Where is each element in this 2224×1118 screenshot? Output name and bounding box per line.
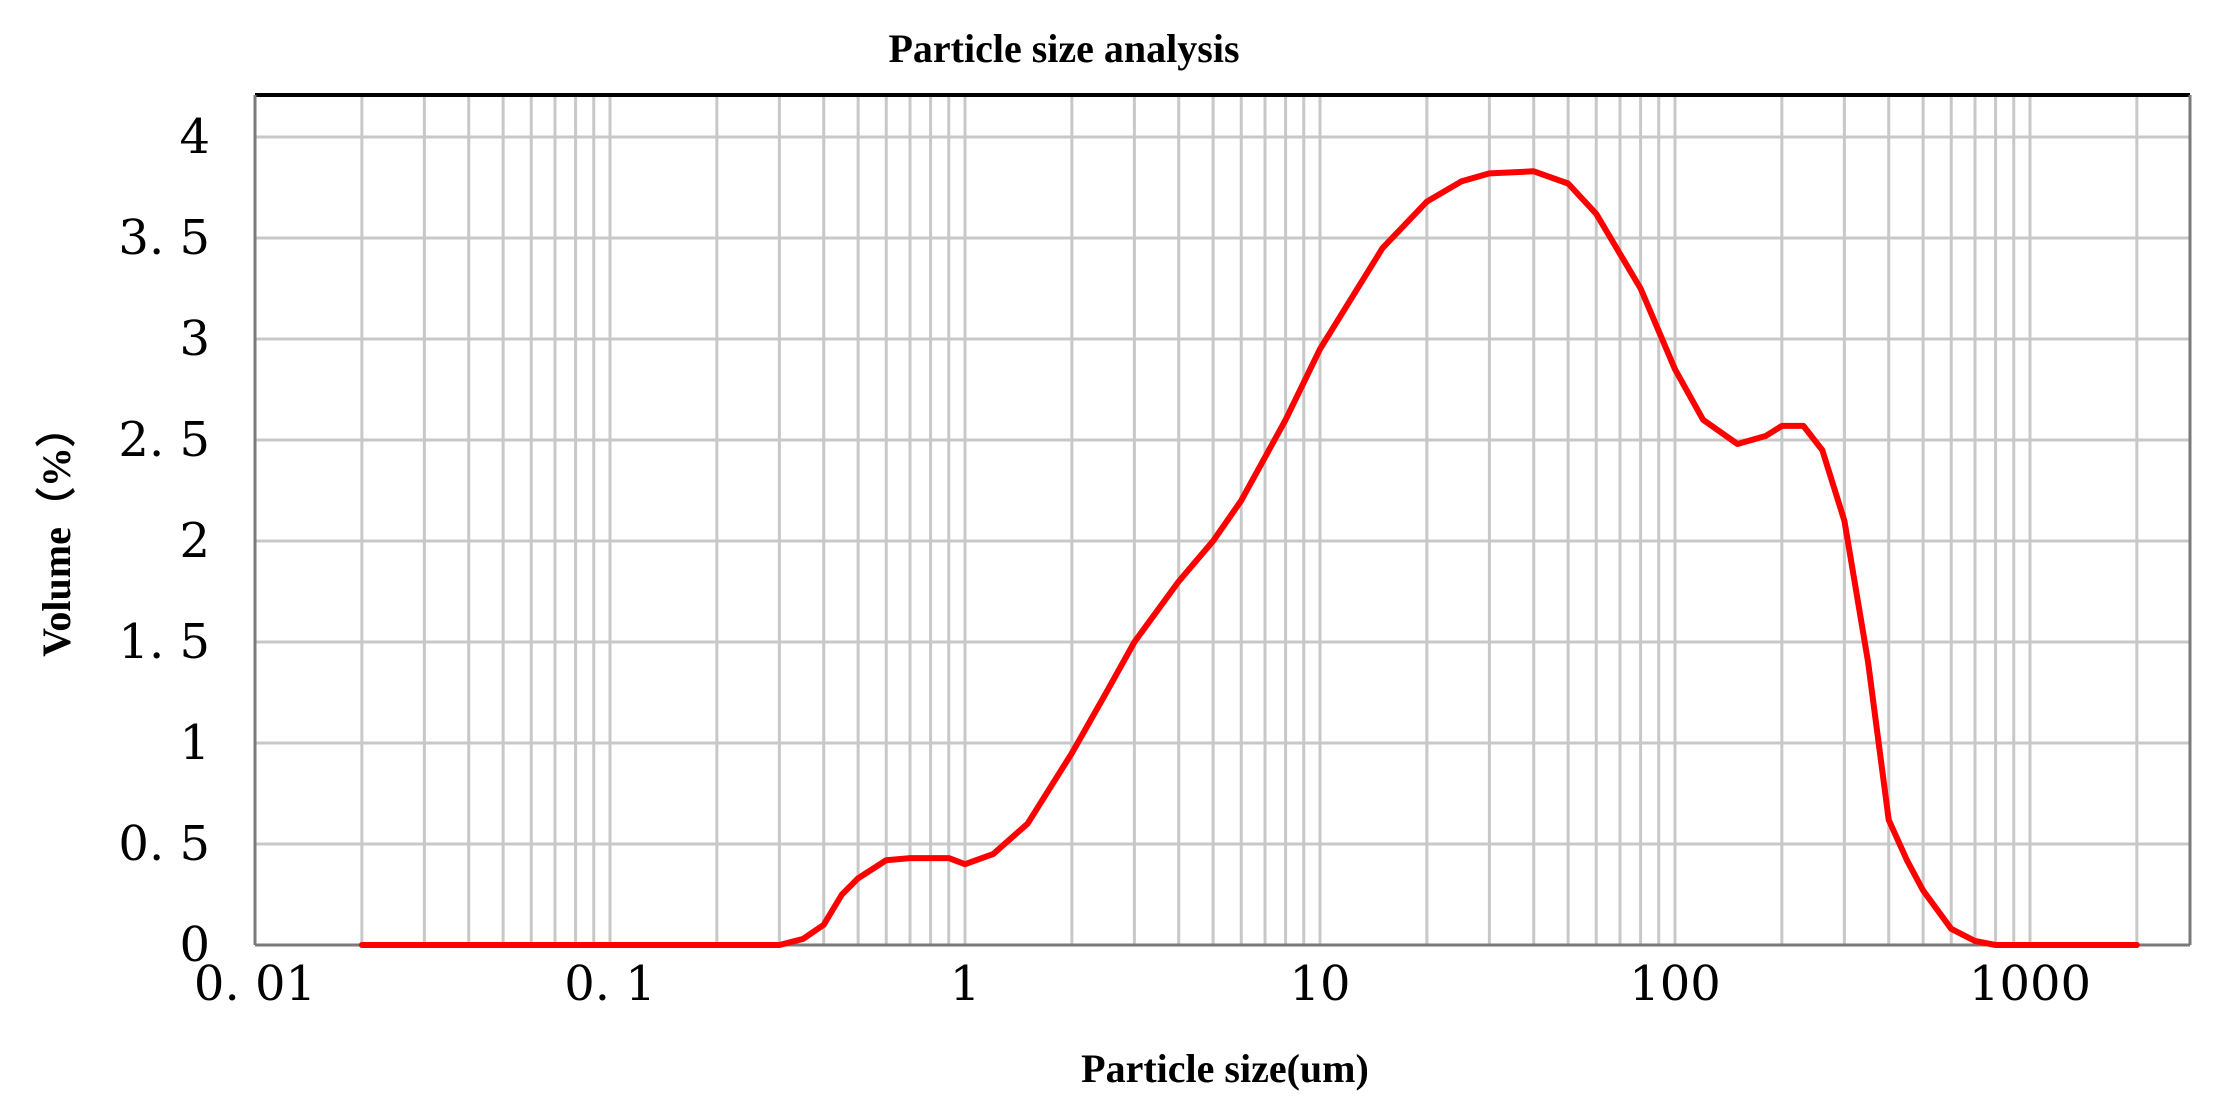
y-tick-label: 4 (179, 109, 210, 165)
series-layer (358, 168, 2140, 948)
series-line (358, 168, 2140, 948)
x-tick-labels: 0. 01 0. 1 1 10 100 1000 (194, 956, 2091, 1012)
x-tick-label: 0. 01 (194, 956, 316, 1012)
y-tick-label: 3 (179, 311, 210, 367)
grid (255, 95, 2190, 945)
y-tick-label: 1. 5 (118, 614, 210, 670)
y-tick-label: 3. 5 (118, 210, 210, 266)
y-tick-label: 0 (179, 917, 210, 973)
x-tick-label: 1000 (1969, 956, 2091, 1012)
y-tick-label: 0. 5 (118, 816, 210, 872)
y-tick-label: 2 (179, 513, 210, 569)
x-tick-label: 100 (1629, 956, 1721, 1012)
y-tick-label: 2. 5 (118, 412, 210, 468)
x-axis-label: Particle size(um) (1081, 1046, 1369, 1091)
y-tick-labels: 0 0. 5 1 1. 5 2 2. 5 3 3. 5 4 (118, 109, 210, 973)
x-tick-label: 1 (950, 956, 981, 1012)
y-axis-label: Volume（%） (34, 407, 79, 657)
x-tick-label: 0. 1 (564, 956, 656, 1012)
y-tick-label: 1 (179, 715, 210, 771)
chart-title: Particle size analysis (888, 26, 1239, 71)
x-tick-label: 10 (1289, 956, 1350, 1012)
